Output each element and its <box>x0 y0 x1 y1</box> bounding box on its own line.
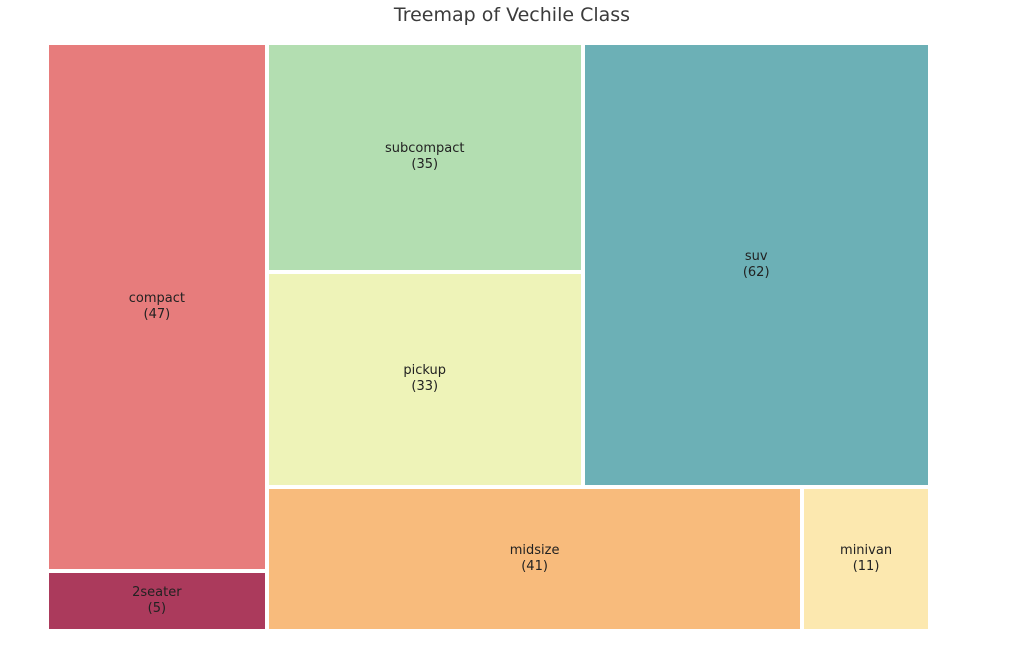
treemap-tile-label: suv (62) <box>743 249 770 282</box>
treemap-tile: minivan (11) <box>802 487 929 630</box>
treemap-tile-label: compact (47) <box>129 291 185 324</box>
treemap-chart: Treemap of Vechile Class compact (47) 2se… <box>0 0 1024 664</box>
treemap-tile: pickup (33) <box>267 272 583 488</box>
treemap-tile: compact (47) <box>47 43 267 571</box>
plot-area: compact (47) 2seater (5) subcompact (35) pi… <box>47 30 982 648</box>
treemap-tile: midsize (41) <box>267 487 803 630</box>
treemap-tile: subcompact (35) <box>267 43 583 272</box>
treemap-tile: 2seater (5) <box>47 571 267 630</box>
treemap-tile-label: pickup (33) <box>403 363 446 396</box>
treemap-tile-label: midsize (41) <box>510 543 560 576</box>
treemap-tile-label: 2seater (5) <box>132 585 181 618</box>
chart-title: Treemap of Vechile Class <box>0 4 1024 26</box>
treemap-tile-label: minivan (11) <box>840 543 892 576</box>
treemap-tile: suv (62) <box>583 43 930 487</box>
treemap-tile-label: subcompact (35) <box>385 141 465 174</box>
